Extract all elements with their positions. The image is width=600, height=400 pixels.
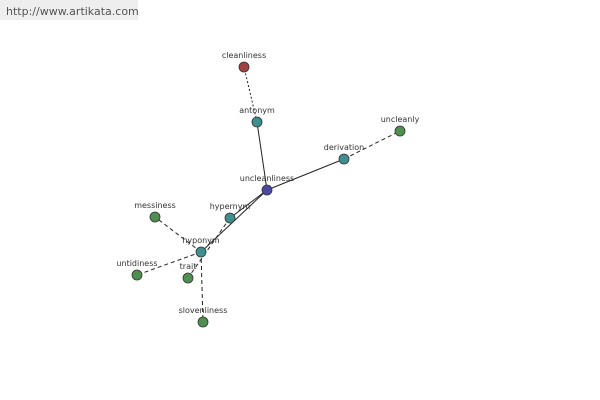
node-label[interactable]: hyponym xyxy=(182,236,220,245)
edge xyxy=(243,66,258,123)
node[interactable] xyxy=(238,61,250,73)
node[interactable] xyxy=(261,184,273,196)
node[interactable] xyxy=(224,212,236,224)
edge xyxy=(200,251,204,323)
edge xyxy=(154,216,202,253)
node-label[interactable]: antonym xyxy=(239,106,275,115)
node-label[interactable]: uncleanly xyxy=(381,115,420,124)
node-label[interactable]: trait xyxy=(180,262,197,271)
node[interactable] xyxy=(131,269,143,281)
url[interactable]: http://www.artikata.com xyxy=(6,5,139,18)
node-label[interactable]: messiness xyxy=(134,201,176,210)
node-label[interactable]: derivation xyxy=(324,143,364,152)
node[interactable] xyxy=(394,125,406,137)
edge xyxy=(229,189,268,219)
nodes: uncleanliness antonym cleanliness derivatio… xyxy=(116,51,420,328)
node[interactable] xyxy=(182,272,194,284)
node[interactable] xyxy=(338,153,350,165)
node[interactable] xyxy=(195,246,207,258)
edge xyxy=(136,251,202,276)
node-label[interactable]: cleanliness xyxy=(222,51,266,60)
node-label[interactable]: hypernym xyxy=(210,202,251,211)
node-label[interactable]: uncleanliness xyxy=(240,174,294,183)
node-label[interactable]: untidiness xyxy=(116,259,157,268)
node[interactable] xyxy=(251,116,263,128)
node[interactable] xyxy=(149,211,161,223)
node-label[interactable]: slovenliness xyxy=(179,306,228,315)
edge xyxy=(187,217,231,279)
edge xyxy=(256,121,268,191)
edge xyxy=(266,158,345,191)
url-box xyxy=(0,0,138,20)
node[interactable] xyxy=(197,316,209,328)
edge xyxy=(343,130,401,160)
